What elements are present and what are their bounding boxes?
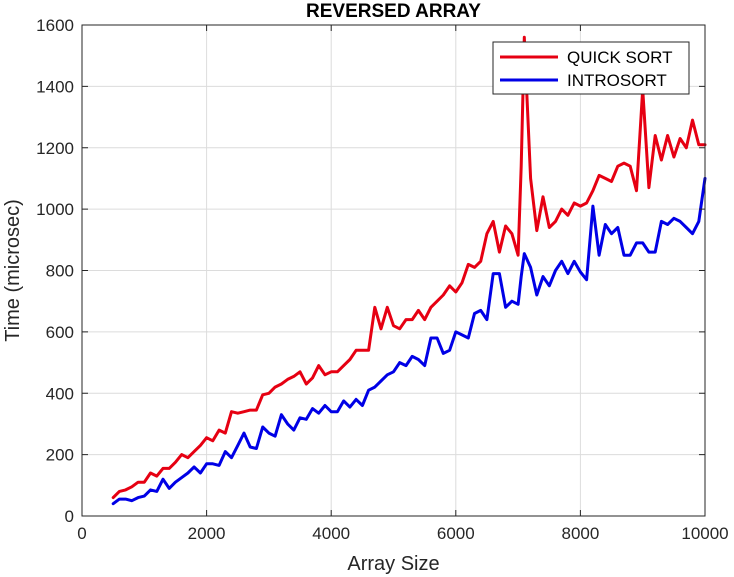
x-tick-label: 2000 <box>188 524 226 543</box>
series-line-introsort <box>111 176 707 506</box>
y-tick-label: 1400 <box>36 77 74 96</box>
x-tick-label: 10000 <box>681 524 728 543</box>
legend: QUICK SORT INTROSORT <box>492 41 690 95</box>
axis-ticks: 0 2000 4000 6000 8000 10000 0 200 400 600 800 1000 1… <box>36 16 728 543</box>
x-axis-label: Array Size <box>347 553 439 575</box>
y-tick-label: 1000 <box>36 200 74 219</box>
y-axis-label: Time (microsec) <box>2 199 24 342</box>
chart-title: REVERSED ARRAY <box>306 1 481 22</box>
y-tick-label: 800 <box>46 262 74 281</box>
x-tick-label: 6000 <box>437 524 475 543</box>
legend-box <box>492 41 690 95</box>
y-tick-label: 200 <box>46 446 74 465</box>
y-tick-label: 400 <box>46 384 74 403</box>
legend-label-introsort: INTROSORT <box>567 71 667 90</box>
y-tick-label: 0 <box>65 507 74 526</box>
y-tick-label: 1200 <box>36 139 74 158</box>
y-tick-label: 1600 <box>36 16 74 35</box>
series-layer <box>111 35 707 506</box>
y-tick-label: 600 <box>46 323 74 342</box>
x-tick-label: 4000 <box>312 524 350 543</box>
legend-label-quick-sort: QUICK SORT <box>567 48 672 67</box>
x-tick-label: 8000 <box>561 524 599 543</box>
series-line-quick-sort <box>111 35 707 500</box>
x-tick-label: 0 <box>77 524 86 543</box>
